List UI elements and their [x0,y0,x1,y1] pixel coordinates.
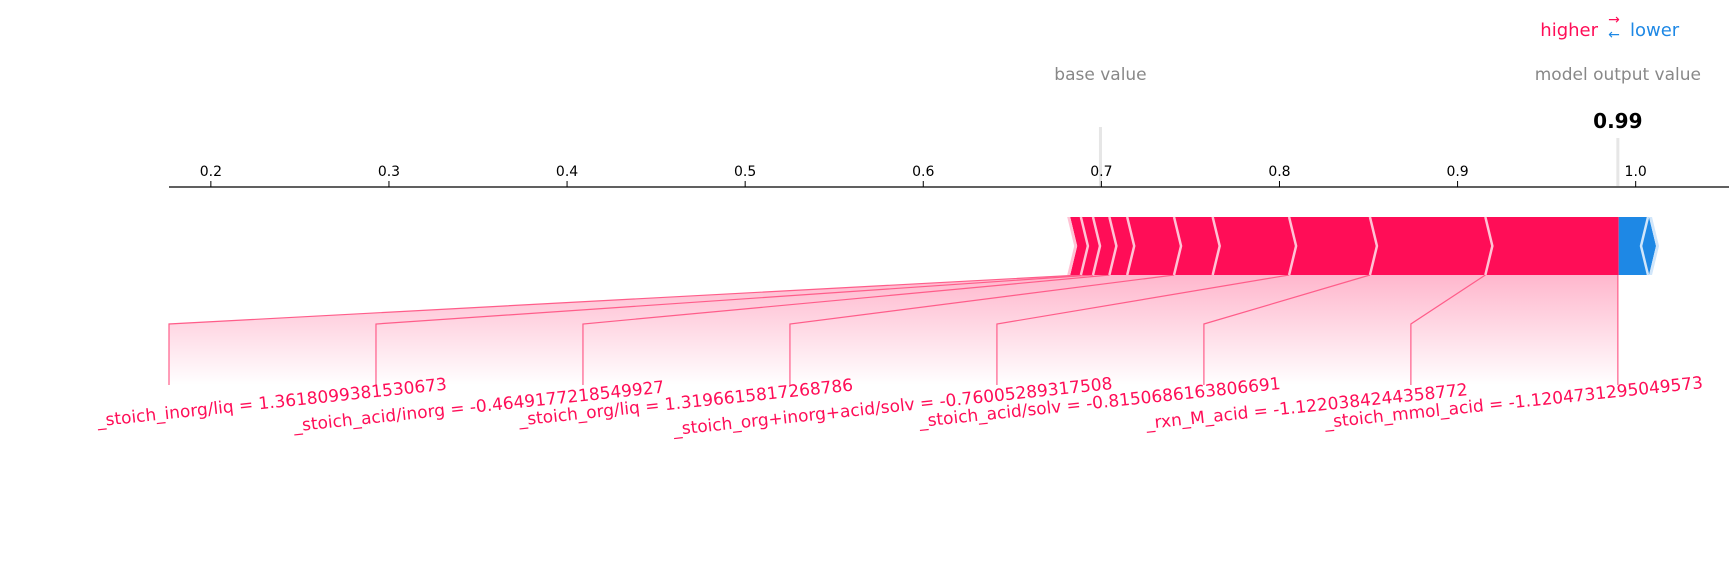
positive-force-bar [1070,217,1619,275]
model-output-value: 0.99 [1593,109,1642,133]
legend-lower-label: lower [1630,20,1680,41]
x-tick-label: 1.0 [1625,164,1647,180]
x-tick-label: 0.3 [378,164,400,180]
feature-connectors [168,274,1619,385]
force-bars [1067,216,1660,276]
positive-segment-divider [1287,216,1298,276]
feature-connector-line [375,274,1094,385]
feature-connector-fill [789,275,1290,385]
x-tick-label: 0.5 [734,164,756,180]
x-tick-label: 0.4 [556,164,578,180]
negative-bar-edge [1649,217,1660,275]
positive-segment-divider [1125,216,1136,276]
x-tick-label: 0.6 [912,164,934,180]
legend-lower-arrow-icon: ← [1608,27,1620,43]
feature-connector-line [582,274,1110,385]
feature-connector-line [1410,274,1486,385]
feature-connector-fill [375,275,1110,385]
feature-connector-fill [1203,275,1486,385]
feature-connector-line [1203,274,1371,385]
feature-connector-fill [582,275,1175,385]
feature-connector-line [996,274,1290,385]
x-tick-label: 0.8 [1268,164,1290,180]
x-tick-label: 0.2 [200,164,222,180]
feature-connector-fill [169,275,1093,385]
negative-force-bar [1618,217,1657,275]
x-axis-ticks: 0.2 0.3 0.4 0.5 0.6 0.7 0.8 0.9 1.0 [200,164,1647,187]
positive-segment-divider [1091,216,1102,276]
base-value-label: base value [1054,65,1146,85]
positive-segment-divider [1172,216,1183,276]
positive-segment-divider [1108,216,1118,276]
legend-higher-label: higher [1540,20,1598,41]
positive-segment-divider [1484,216,1494,276]
x-tick-label: 0.9 [1446,164,1468,180]
legend-higher-arrow-icon: → [1608,12,1620,28]
positive-bar-edge [1067,217,1078,275]
model-output-label: model output value [1535,65,1701,85]
feature-connector-line [789,274,1175,385]
negative-segment-divider [1639,216,1650,276]
positive-segment-divider [1079,216,1090,276]
positive-segment-divider [1211,216,1221,276]
positive-segment-divider [1368,216,1379,276]
feature-connector-fill [1410,275,1618,385]
x-tick-label: 0.7 [1090,164,1112,180]
feature-connector-line [168,274,1081,385]
